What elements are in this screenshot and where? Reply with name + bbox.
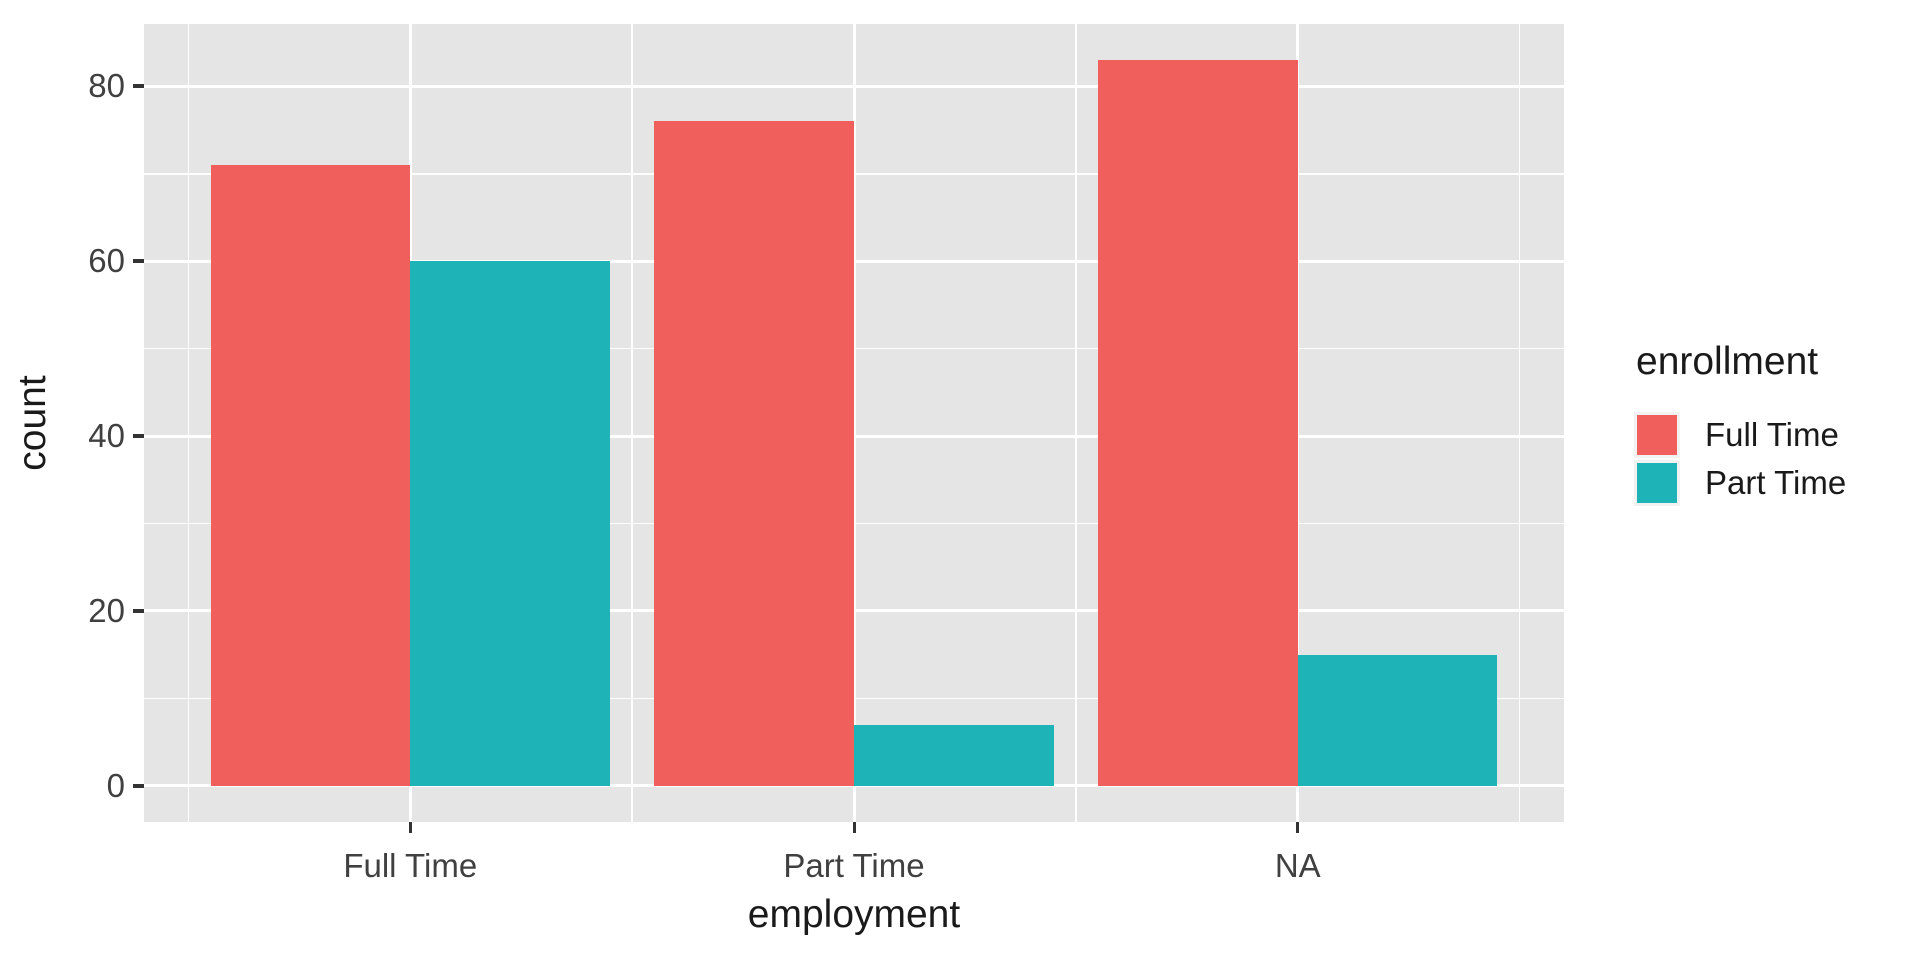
legend-label: Part Time [1705, 464, 1847, 501]
y-tick-label: 0 [106, 766, 125, 804]
y-tick-mark [133, 434, 144, 439]
y-axis-title: count [11, 375, 54, 471]
legend-swatch-part-time [1637, 463, 1677, 503]
y-tick-mark [133, 259, 144, 264]
bar-full-time [654, 121, 854, 786]
gridline-v-major [852, 24, 856, 822]
x-axis-title: employment [747, 893, 961, 936]
legend-entry: Part Time [1634, 460, 1846, 506]
legend-title: enrollment [1636, 340, 1819, 383]
plot-panel [144, 24, 1564, 822]
x-tick-label: Part Time [783, 847, 925, 884]
x-tick-mark [852, 822, 856, 833]
gridline-v-minor [631, 24, 633, 822]
x-tick-mark [408, 822, 412, 833]
legend-swatch-full-time [1637, 415, 1677, 455]
legend-entries: Full Time Part Time [1634, 412, 1846, 506]
legend-key [1634, 412, 1680, 458]
x-tick-label: NA [1274, 847, 1321, 884]
bar-part-time [410, 261, 610, 786]
gridline-v-minor [1518, 24, 1521, 822]
y-tick-label: 80 [88, 67, 125, 105]
legend: enrollment Full Time Part Time [1634, 340, 1846, 508]
y-tick-mark [133, 608, 144, 613]
gridline-v-minor [1075, 24, 1077, 822]
bar-part-time [854, 724, 1054, 786]
y-tick-label: 40 [88, 417, 125, 455]
x-tick-label: Full Time [343, 847, 478, 884]
legend-entry: Full Time [1634, 412, 1846, 458]
y-tick-mark [133, 84, 144, 89]
legend-key [1634, 460, 1680, 506]
bar-full-time [1098, 60, 1298, 786]
x-tick-mark [1296, 822, 1300, 833]
gridline-v-major [1296, 24, 1300, 822]
bar-part-time [1297, 654, 1498, 786]
gridline-v-minor [187, 24, 190, 822]
y-tick-mark [133, 783, 144, 788]
y-tick-label: 20 [88, 591, 125, 629]
bar-full-time [210, 165, 411, 786]
legend-label: Full Time [1705, 416, 1839, 453]
y-tick-label: 60 [88, 242, 125, 280]
